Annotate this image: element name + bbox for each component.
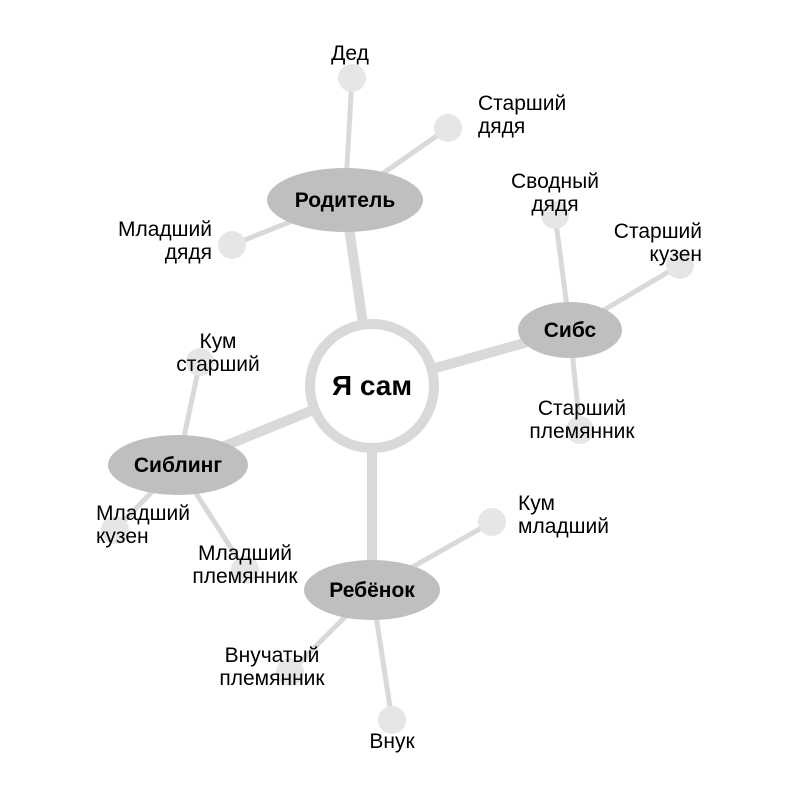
label-major-parent: Родитель [295, 189, 396, 212]
minor-node-ml_dyadya [218, 231, 246, 259]
label-major-child: Ребёнок [329, 579, 415, 602]
minor-node-st_dyadya [434, 114, 462, 142]
label-minor-sv_dyadya: Сводныйдядя [511, 170, 599, 216]
label-minor-vn_plem: Внучатыйплемянник [219, 644, 325, 690]
label-minor-st_dyadya: Старшийдядя [478, 92, 566, 138]
label-center: Я сам [332, 370, 412, 401]
minor-node-kum_ml [478, 508, 506, 536]
label-minor-vnuk: Внук [369, 730, 415, 753]
labels: Я сам Родитель Сибс Сиблинг Ребёнок Дед Старши… [96, 42, 702, 753]
label-major-sibs: Сибс [544, 319, 597, 342]
label-minor-ml_dyadya: Младшийдядя [118, 218, 212, 264]
label-minor-st_kuzen: Старшийкузен [614, 220, 702, 266]
label-minor-ml_plem: Младшийплемянник [192, 542, 298, 588]
label-minor-ml_kuzen: Младшийкузен [96, 502, 190, 548]
label-major-sibling: Сиблинг [134, 454, 222, 477]
label-minor-ded: Дед [331, 42, 369, 65]
minor-node-ded [338, 64, 366, 92]
label-minor-kum_ml: Куммладший [518, 492, 609, 538]
label-minor-kum_st: Кумстарший [176, 330, 260, 376]
kinship-network-diagram: Я сам Родитель Сибс Сиблинг Ребёнок Дед Старши… [0, 0, 788, 788]
label-minor-st_plem: Старшийплемянник [529, 397, 635, 443]
